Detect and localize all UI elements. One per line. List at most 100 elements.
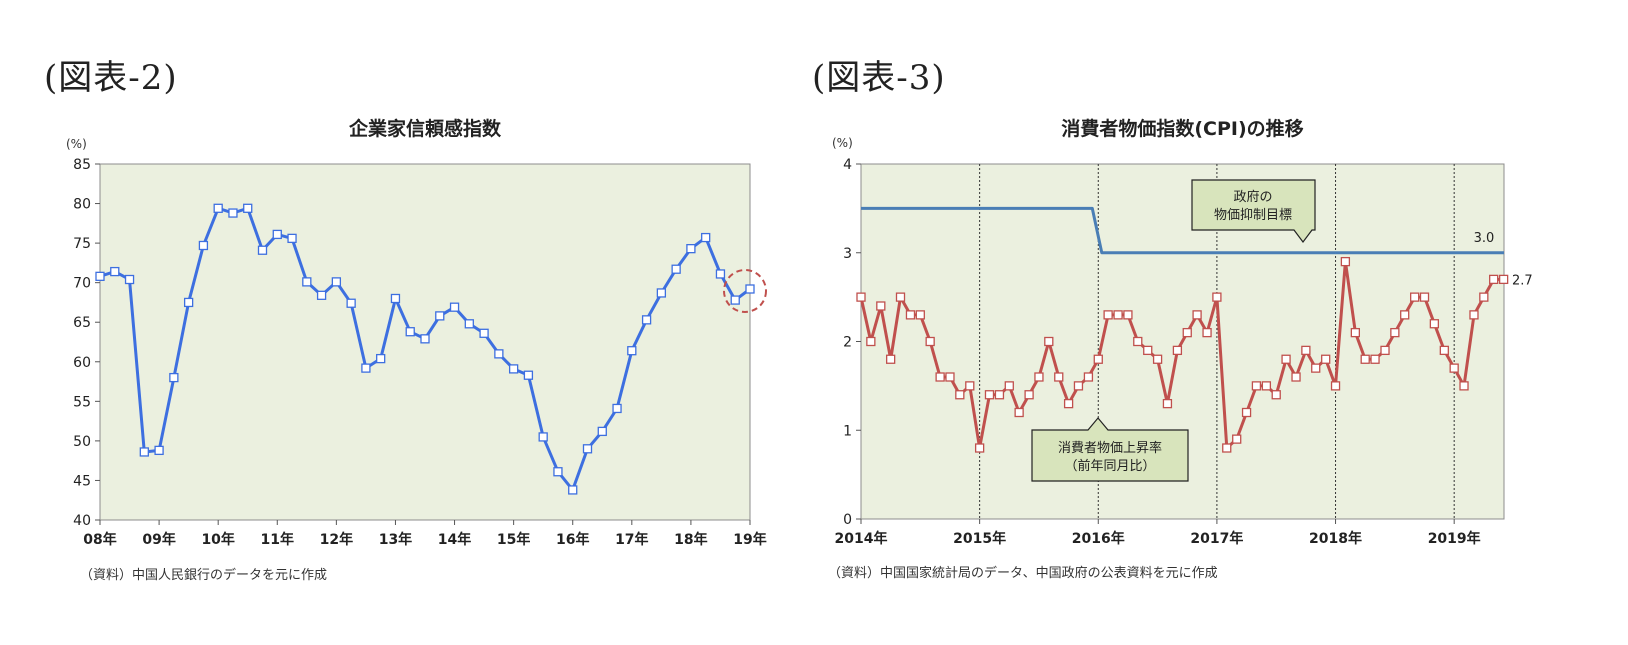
callout-target-box — [1191, 179, 1316, 243]
data-point-0-45 — [1301, 345, 1311, 356]
data-point-0-9 — [945, 372, 955, 382]
data-point-0-1 — [110, 266, 120, 277]
data-point-0-31 — [1162, 398, 1173, 409]
target-end-label: 3.0 — [1474, 231, 1495, 246]
data-point-0-37 — [641, 315, 652, 325]
x-tick-label-10: 18年 — [674, 531, 707, 548]
callout-cpi-line-1: （前年同月比） — [1064, 458, 1155, 474]
data-point-0-57 — [1419, 292, 1430, 302]
data-point-0-40 — [1251, 381, 1262, 391]
x-tick-label-3: 2017年 — [1190, 530, 1243, 547]
data-point-0-41 — [1261, 381, 1272, 391]
data-point-0-49 — [1340, 256, 1351, 267]
data-point-0-4 — [895, 292, 906, 302]
data-point-0-20 — [390, 293, 401, 304]
data-point-0-25 — [464, 319, 474, 329]
data-point-0-65 — [1498, 274, 1509, 285]
data-point-0-17 — [1024, 390, 1034, 400]
data-point-0-5 — [169, 372, 179, 383]
data-point-0-40 — [686, 243, 696, 254]
data-point-0-21 — [1063, 398, 1074, 409]
data-point-0-37 — [1222, 443, 1232, 453]
y-unit-label: (%) — [832, 136, 853, 150]
y-tick-label-9: 85 — [73, 157, 91, 173]
y-tick-label-3: 55 — [73, 394, 91, 410]
data-point-0-16 — [1014, 407, 1024, 418]
data-point-0-32 — [568, 485, 578, 495]
data-point-0-36 — [1212, 292, 1222, 302]
data-point-0-42 — [1271, 390, 1281, 400]
data-point-0-48 — [1330, 381, 1341, 391]
data-point-0-64 — [1489, 274, 1499, 285]
data-point-0-46 — [1311, 363, 1321, 373]
callout-cpi-box — [1031, 417, 1189, 482]
data-point-0-13 — [984, 390, 995, 400]
data-point-0-4 — [154, 445, 164, 456]
data-point-0-8 — [935, 372, 945, 382]
data-point-0-52 — [1370, 354, 1380, 364]
y-tick-label-5: 65 — [73, 315, 91, 331]
data-point-0-59 — [1439, 345, 1449, 356]
data-point-0-30 — [538, 432, 548, 442]
chart-title: 企業家信頼感指数 — [348, 117, 502, 140]
data-point-0-28 — [508, 364, 519, 374]
x-tick-label-4: 2018年 — [1309, 530, 1362, 547]
data-point-0-27 — [1123, 310, 1133, 320]
y-tick-label-2: 50 — [73, 434, 91, 450]
data-point-0-35 — [1202, 327, 1212, 338]
data-point-0-26 — [479, 328, 489, 338]
data-point-0-24 — [1093, 354, 1103, 364]
data-point-0-0 — [95, 271, 105, 281]
y-tick-label-8: 80 — [73, 197, 91, 213]
data-point-0-36 — [627, 346, 637, 356]
x-tick-label-5: 13年 — [379, 531, 412, 548]
data-point-0-18 — [1034, 372, 1044, 382]
data-point-0-41 — [701, 232, 711, 243]
data-point-0-17 — [346, 298, 356, 308]
data-point-0-39 — [1241, 407, 1252, 418]
data-point-0-43 — [1281, 354, 1291, 364]
data-point-0-3 — [139, 447, 149, 457]
data-point-0-12 — [974, 443, 985, 453]
x-tick-label-0: 08年 — [83, 531, 116, 548]
data-point-0-56 — [1410, 292, 1420, 302]
data-point-0-19 — [1044, 336, 1054, 347]
callout-cpi-line-0: 消費者物価上昇率 — [1058, 440, 1162, 456]
data-point-0-34 — [597, 426, 607, 437]
data-point-0-53 — [1380, 345, 1390, 356]
x-tick-label-11: 19年 — [733, 531, 766, 548]
data-point-0-24 — [449, 302, 460, 312]
y-tick-label-4: 4 — [843, 157, 852, 173]
data-point-0-35 — [612, 403, 622, 414]
data-point-0-7 — [925, 336, 935, 347]
data-point-0-21 — [405, 327, 415, 337]
y-tick-label-6: 70 — [73, 276, 91, 292]
data-point-0-61 — [1459, 381, 1469, 391]
data-point-0-11 — [965, 381, 975, 391]
data-point-0-38 — [1232, 434, 1242, 444]
data-point-0-32 — [1172, 345, 1183, 356]
data-point-0-12 — [272, 229, 282, 240]
data-point-0-33 — [1182, 327, 1192, 338]
data-point-0-2 — [876, 301, 886, 311]
y-tick-label-0: 0 — [843, 512, 852, 528]
data-point-0-6 — [915, 310, 925, 320]
data-point-0-33 — [582, 444, 593, 454]
data-point-0-22 — [1073, 381, 1084, 391]
x-tick-label-1: 09年 — [142, 531, 175, 548]
data-point-0-29 — [1143, 345, 1153, 356]
x-tick-label-1: 2015年 — [953, 530, 1006, 547]
source-note-2: （資料）中国人民銀行のデータを元に作成 — [80, 568, 328, 583]
data-point-0-23 — [435, 311, 445, 321]
data-point-0-31 — [553, 467, 563, 477]
y-tick-label-4: 60 — [73, 355, 91, 371]
data-point-0-39 — [671, 264, 681, 274]
series-line-1 — [861, 206, 1504, 255]
data-point-0-0 — [856, 292, 866, 302]
data-point-0-13 — [287, 233, 297, 244]
data-point-0-15 — [316, 290, 327, 300]
y-tick-label-2: 2 — [843, 335, 852, 351]
data-point-0-10 — [243, 203, 253, 213]
data-point-0-3 — [886, 354, 896, 364]
data-point-0-22 — [420, 334, 430, 344]
